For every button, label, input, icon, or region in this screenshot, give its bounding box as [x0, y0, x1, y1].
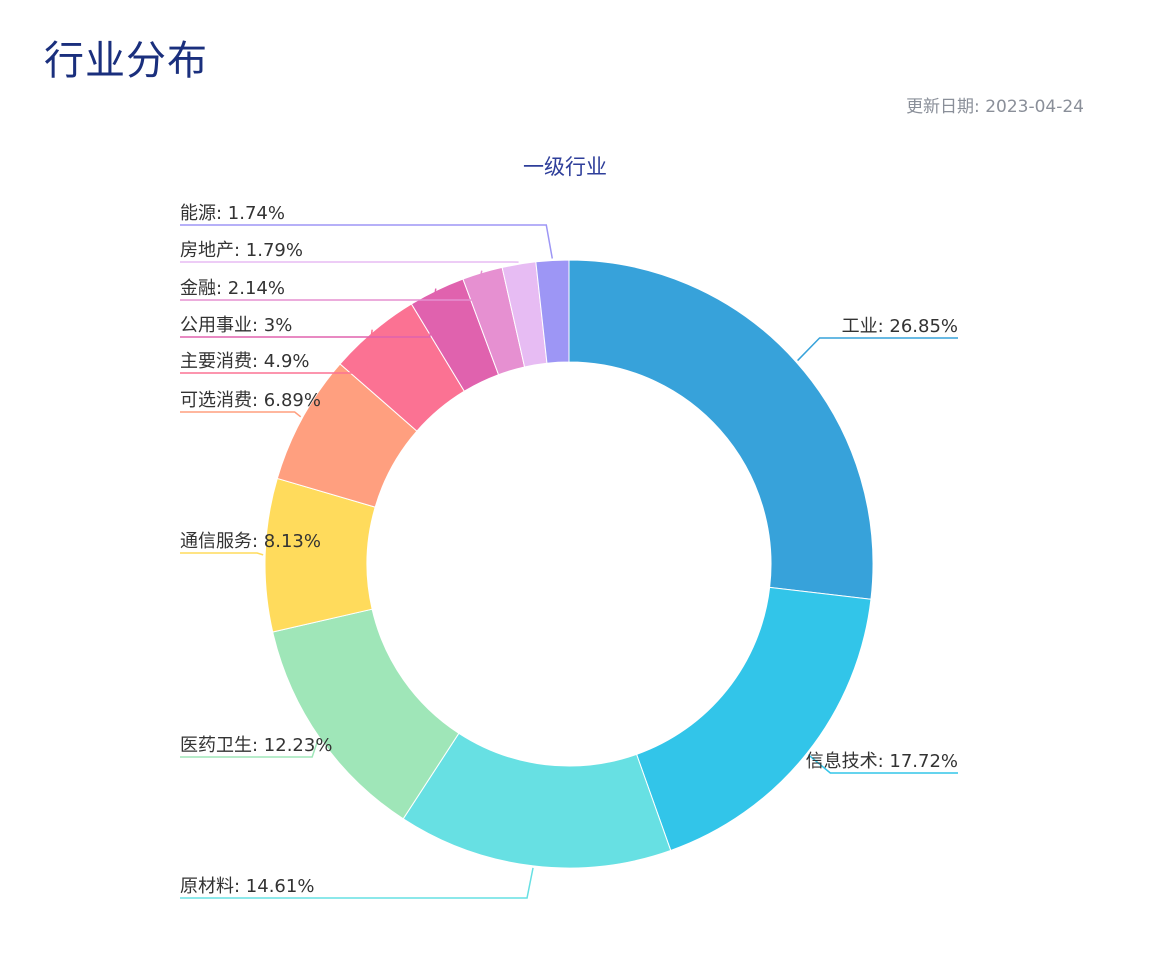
- leader-line-7: [180, 329, 373, 374]
- slice-label-4: 医药卫生: 12.23%: [180, 735, 332, 756]
- slice-label-6: 可选消费: 6.89%: [180, 390, 321, 411]
- slice-1[interactable]: [568, 259, 874, 600]
- slice-label-9: 金融: 2.14%: [180, 278, 285, 299]
- page-title: 行业分布: [44, 38, 208, 84]
- leader-line-6: [180, 411, 302, 418]
- leader-line-9: [180, 270, 483, 301]
- leader-line-2: [807, 754, 958, 774]
- slices-group: [264, 259, 874, 869]
- leader-line-5: [180, 552, 264, 556]
- leader-line-8: [180, 288, 437, 338]
- slice-label-11: 能源: 1.74%: [180, 203, 285, 224]
- slice-label-10: 房地产: 1.79%: [180, 240, 303, 261]
- leader-line-4: [180, 739, 319, 758]
- leader-line-1: [797, 337, 958, 362]
- slice-2[interactable]: [635, 586, 872, 852]
- slice-label-7: 主要消费: 4.9%: [180, 351, 310, 372]
- slice-label-2: 信息技术: 17.72%: [806, 751, 958, 772]
- labels-group: 工业: 26.85% 信息技术: 17.72% 原材料: 14.61% 医药卫生: 1…: [180, 203, 958, 899]
- slice-label-5: 通信服务: 8.13%: [180, 531, 321, 552]
- slice-label-3: 原材料: 14.61%: [180, 876, 314, 897]
- slice-label-8: 公用事业: 3%: [180, 315, 292, 336]
- slice-label-1: 工业: 26.85%: [842, 316, 958, 337]
- leader-line-11: [180, 224, 554, 259]
- update-date: 更新日期: 2023-04-24: [906, 97, 1084, 117]
- slice-11[interactable]: [535, 259, 570, 364]
- chart-title: 一级行业: [523, 155, 607, 179]
- leader-line-3: [180, 867, 534, 899]
